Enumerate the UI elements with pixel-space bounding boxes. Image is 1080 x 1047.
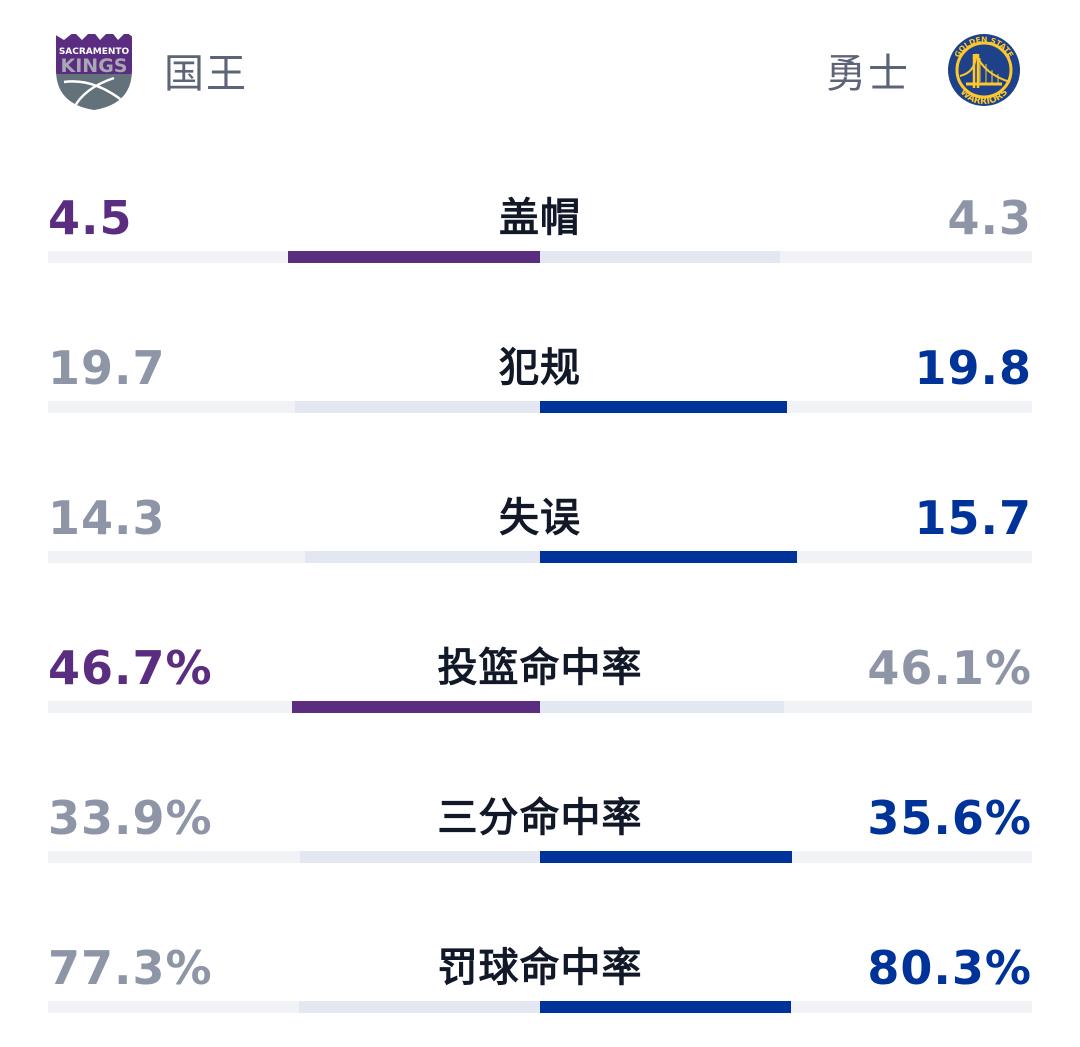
home-stat-value: 77.3% — [48, 941, 213, 995]
stat-label: 犯规 — [499, 345, 581, 391]
away-stat-bar — [540, 251, 780, 263]
home-stat-value: 19.7 — [48, 341, 166, 395]
stat-bar-track — [48, 551, 1032, 563]
stat-bar-track — [48, 1001, 1032, 1013]
stat-row: 77.3% 罚球命中率 80.3% — [48, 940, 1032, 1047]
away-stat-value: 4.3 — [947, 191, 1032, 245]
stat-row: 19.7 犯规 19.8 — [48, 340, 1032, 490]
stat-bar-track — [48, 251, 1032, 263]
home-stat-value: 46.7% — [48, 641, 213, 695]
away-stat-bar — [540, 1001, 791, 1013]
home-stat-bar — [295, 401, 540, 413]
home-stat-value: 4.5 — [48, 191, 133, 245]
stat-bar-track — [48, 401, 1032, 413]
stat-row: 33.9% 三分命中率 35.6% — [48, 790, 1032, 940]
matchup-header: SACRAMENTO KINGS 国王 勇士 GOLDEN STATE WARR… — [0, 0, 1080, 140]
stat-bar-track — [48, 701, 1032, 713]
away-stat-bar — [540, 851, 792, 863]
away-stat-value: 15.7 — [914, 491, 1032, 545]
away-team-name: 勇士 — [826, 51, 910, 97]
away-stat-value: 46.1% — [867, 641, 1032, 695]
away-stat-bar — [540, 401, 787, 413]
home-stat-value: 14.3 — [48, 491, 166, 545]
stat-label: 盖帽 — [499, 195, 581, 241]
home-stat-bar — [292, 701, 540, 713]
svg-text:SACRAMENTO: SACRAMENTO — [59, 47, 130, 57]
stat-row: 14.3 失误 15.7 — [48, 490, 1032, 640]
stat-bar-track — [48, 851, 1032, 863]
away-stat-value: 35.6% — [867, 791, 1032, 845]
stat-row: 46.7% 投篮命中率 46.1% — [48, 640, 1032, 790]
home-stat-value: 33.9% — [48, 791, 213, 845]
away-team: 勇士 GOLDEN STATE WARRIORS — [826, 28, 1024, 112]
stat-label: 失误 — [499, 495, 581, 541]
stat-row: 4.5 盖帽 4.3 — [48, 190, 1032, 340]
home-stat-bar — [299, 1001, 540, 1013]
home-stat-bar — [300, 851, 540, 863]
stat-comparison-list: 4.5 盖帽 4.3 19.7 犯规 19.8 14.3 失误 15.7 46.… — [48, 190, 1032, 1047]
stat-label: 罚球命中率 — [437, 945, 643, 991]
home-team-name: 国王 — [164, 51, 248, 97]
away-stat-bar — [540, 701, 784, 713]
stat-label: 三分命中率 — [437, 795, 643, 841]
away-stat-value: 19.8 — [914, 341, 1032, 395]
golden-state-warriors-logo-icon: GOLDEN STATE WARRIORS — [946, 32, 1022, 108]
home-stat-bar — [288, 251, 540, 263]
away-stat-value: 80.3% — [867, 941, 1032, 995]
svg-text:KINGS: KINGS — [61, 55, 128, 77]
away-stat-bar — [540, 551, 797, 563]
stat-label: 投篮命中率 — [437, 645, 643, 691]
home-stat-bar — [305, 551, 540, 563]
home-team: SACRAMENTO KINGS 国王 — [54, 28, 248, 112]
sacramento-kings-logo-icon: SACRAMENTO KINGS — [56, 34, 132, 110]
